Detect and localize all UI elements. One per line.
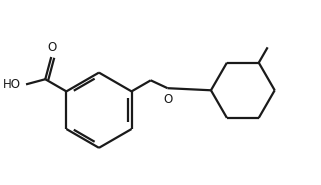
Text: HO: HO xyxy=(3,78,21,91)
Text: O: O xyxy=(163,93,172,106)
Text: O: O xyxy=(48,41,57,54)
